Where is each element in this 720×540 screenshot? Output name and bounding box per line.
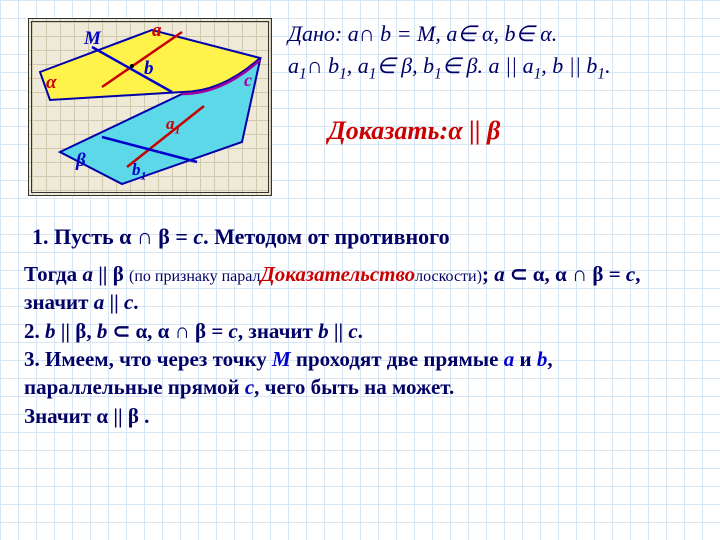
step1-text: 1. Пусть α ∩ β = c. Методом от противног… [32,224,450,249]
label-c: c [244,70,252,91]
given-line2: a1∩ b1, a1∈ β, b1∈ β. a || a1, b || b1. [288,50,611,86]
label-a1: a1 [166,114,180,137]
prove-line: Доказать:α || β [328,112,611,150]
label-b1: b1 [132,160,146,183]
label-beta: β [76,150,86,172]
proof-line4: 3. Имеем, что через точку M проходят две… [24,345,702,373]
label-M: M [84,28,101,50]
figure-svg [32,22,268,192]
proof-line5: параллельные прямой c, чего быть на може… [24,373,702,401]
geometry-figure: M a b c α β a1 b1 [28,18,272,196]
proof-body: Тогда a || β (по признаку паралДоказател… [24,260,702,430]
label-a: a [152,20,162,42]
proof-line1: Тогда a || β (по признаку паралДоказател… [24,260,702,288]
step1-block: 1. Пусть α ∩ β = c. Методом от противног… [32,224,672,250]
proof-line3: 2. b || β, b ⊂ α, α ∩ β = c, значит b ||… [24,317,702,345]
overlay-proof-word: Доказательство [260,260,415,288]
small-note: (по признаку паралДоказательстволоскости… [129,268,482,285]
label-b: b [144,58,154,80]
proof-line6: Значит α || β . [24,402,702,430]
proof-line2: значит a || c. [24,288,702,316]
label-alpha: α [46,72,57,94]
given-line1: Дано: a∩ b = M, a∈ α, b∈ α. [288,18,611,50]
given-block: Дано: a∩ b = M, a∈ α, b∈ α. a1∩ b1, a1∈ … [288,18,611,149]
